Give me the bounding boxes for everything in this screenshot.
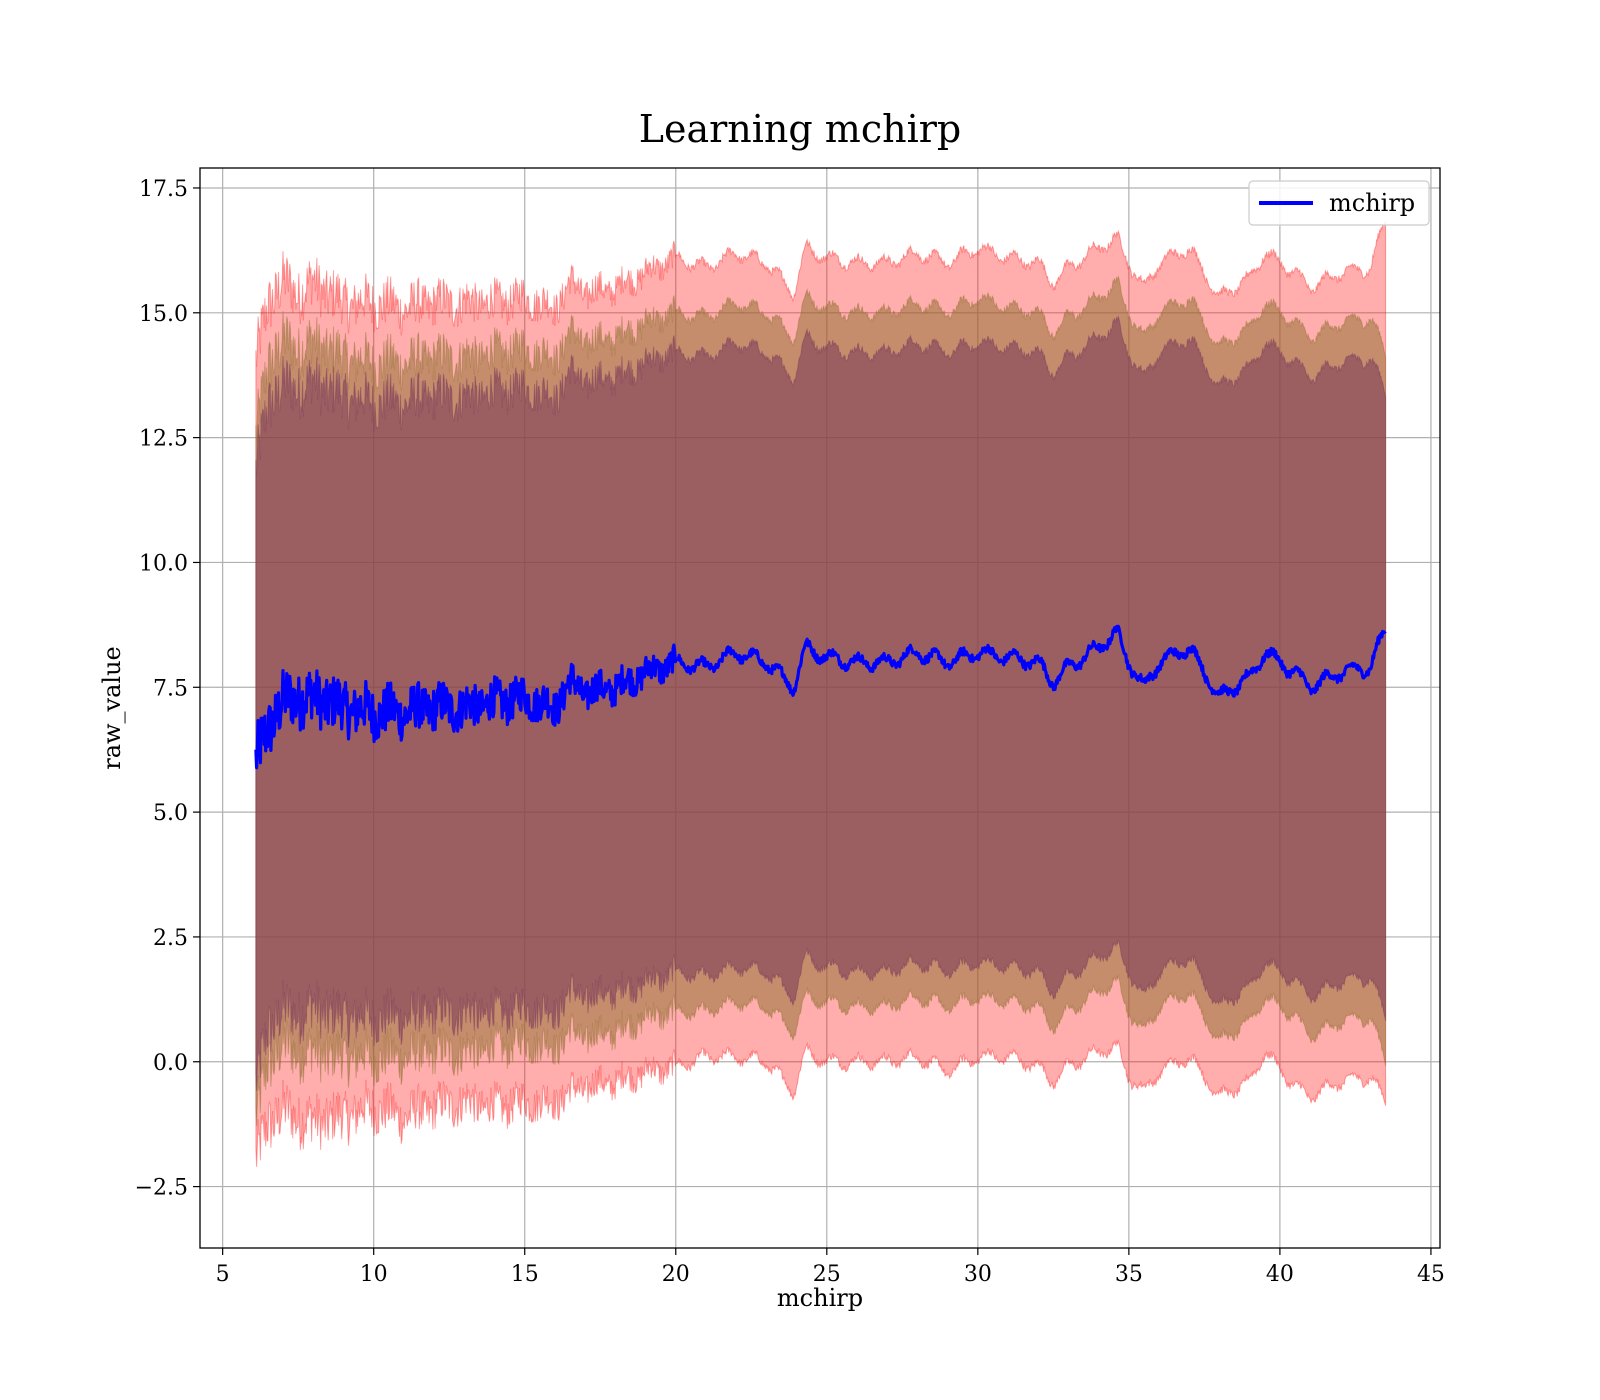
x-tick-label: 40 xyxy=(1266,1262,1294,1287)
y-tick-label: 2.5 xyxy=(153,926,188,951)
plot-frame xyxy=(199,167,1441,1249)
x-axis-label: mchirp xyxy=(777,1284,863,1312)
x-tick-label: 25 xyxy=(813,1262,841,1287)
x-tick-label: 20 xyxy=(662,1262,690,1287)
y-tick-label: −2.5 xyxy=(135,1176,188,1201)
tick-layer: 5 10 15 20 25 30 35 40 45 −2.5 0.0 2.5 5.0 7.5 10.0 12.… xyxy=(135,177,1445,1287)
y-tick-label: 10.0 xyxy=(139,551,188,576)
chart-title: Learning mchirp xyxy=(639,107,961,151)
band-layer xyxy=(255,220,1387,1167)
mean-line-mchirp xyxy=(254,624,1387,770)
y-tick-label: 12.5 xyxy=(139,427,188,452)
y-tick-label: 15.0 xyxy=(139,302,188,327)
y-tick-label: 17.5 xyxy=(139,177,188,202)
x-tick-label: 30 xyxy=(964,1262,992,1287)
y-tick-label: 0.0 xyxy=(153,1051,188,1076)
y-axis-label: raw_value xyxy=(98,646,126,770)
x-tick-label: 10 xyxy=(360,1262,388,1287)
x-tick-label: 5 xyxy=(216,1262,230,1287)
y-tick-label: 7.5 xyxy=(153,676,188,701)
y-tick-label: 5.0 xyxy=(153,801,188,826)
x-tick-label: 15 xyxy=(511,1262,539,1287)
line-layer xyxy=(254,624,1387,770)
x-tick-label: 35 xyxy=(1115,1262,1143,1287)
legend-label-mchirp: mchirp xyxy=(1329,189,1415,217)
x-tick-label: 45 xyxy=(1417,1262,1445,1287)
legend-box xyxy=(1248,180,1430,226)
legend: mchirp xyxy=(1248,180,1430,226)
inner-band xyxy=(255,314,1387,1091)
